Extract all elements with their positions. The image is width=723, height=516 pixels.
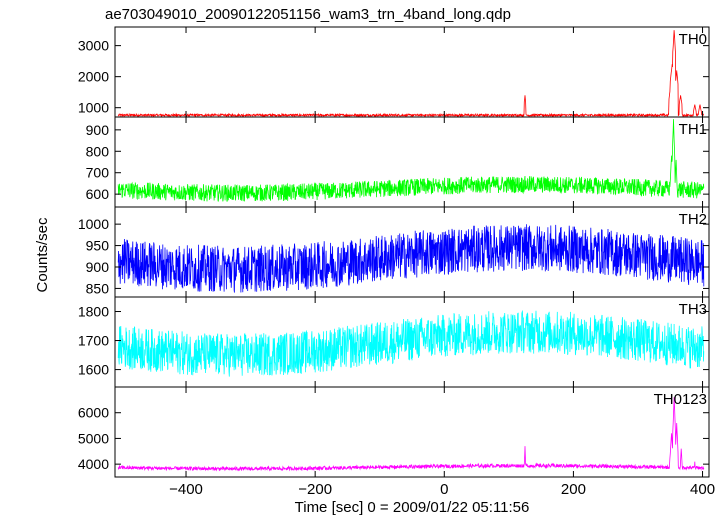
y-tick-label: 2000 xyxy=(78,69,109,85)
y-tick-label: 800 xyxy=(86,143,110,159)
panel-frame-th0123 xyxy=(114,386,710,478)
y-tick-label: 1700 xyxy=(78,333,109,349)
panel-label: TH1 xyxy=(679,121,707,138)
panel-frame-th0 xyxy=(114,26,710,118)
y-tick-label: 900 xyxy=(86,259,110,275)
x-axis-label: Time [sec] 0 = 2009/01/22 05:11:56 xyxy=(295,499,530,516)
series-line-th1 xyxy=(117,119,705,202)
series-line-th3 xyxy=(117,309,705,377)
y-tick-label: 950 xyxy=(86,238,110,254)
x-tick-label: 200 xyxy=(561,481,586,498)
panel-label: TH3 xyxy=(679,301,707,318)
panel-label: TH0 xyxy=(679,31,707,48)
x-tick-label: −200 xyxy=(298,481,332,498)
series-line-th0123 xyxy=(117,397,705,472)
y-tick-label: 6000 xyxy=(78,405,109,421)
y-tick-label: 900 xyxy=(86,122,110,138)
y-tick-label: 600 xyxy=(86,186,110,202)
y-tick-label: 3000 xyxy=(78,38,109,54)
x-tick-label: 400 xyxy=(690,481,715,498)
y-tick-label: 1000 xyxy=(78,100,109,116)
y-tick-label: 1000 xyxy=(78,216,109,232)
panel-label: TH2 xyxy=(679,211,707,228)
y-tick-label: 700 xyxy=(86,165,110,181)
y-tick-label: 850 xyxy=(86,280,110,296)
series-line-th0 xyxy=(117,30,704,118)
x-tick-label: 0 xyxy=(440,481,448,498)
y-tick-label: 1600 xyxy=(78,362,109,378)
y-tick-label: 5000 xyxy=(78,430,109,446)
series-line-th2 xyxy=(117,224,705,293)
y-axis-label: Counts/sec xyxy=(34,217,51,293)
panels-group: TH0100020003000TH1600700800900TH28509009… xyxy=(78,26,715,498)
chart-title: ae703049010_20090122051156_wam3_trn_4ban… xyxy=(105,6,511,23)
panel-label: TH0123 xyxy=(654,391,707,408)
x-tick-label: −400 xyxy=(169,481,203,498)
y-tick-label: 4000 xyxy=(78,456,109,472)
y-tick-label: 1800 xyxy=(78,304,109,320)
